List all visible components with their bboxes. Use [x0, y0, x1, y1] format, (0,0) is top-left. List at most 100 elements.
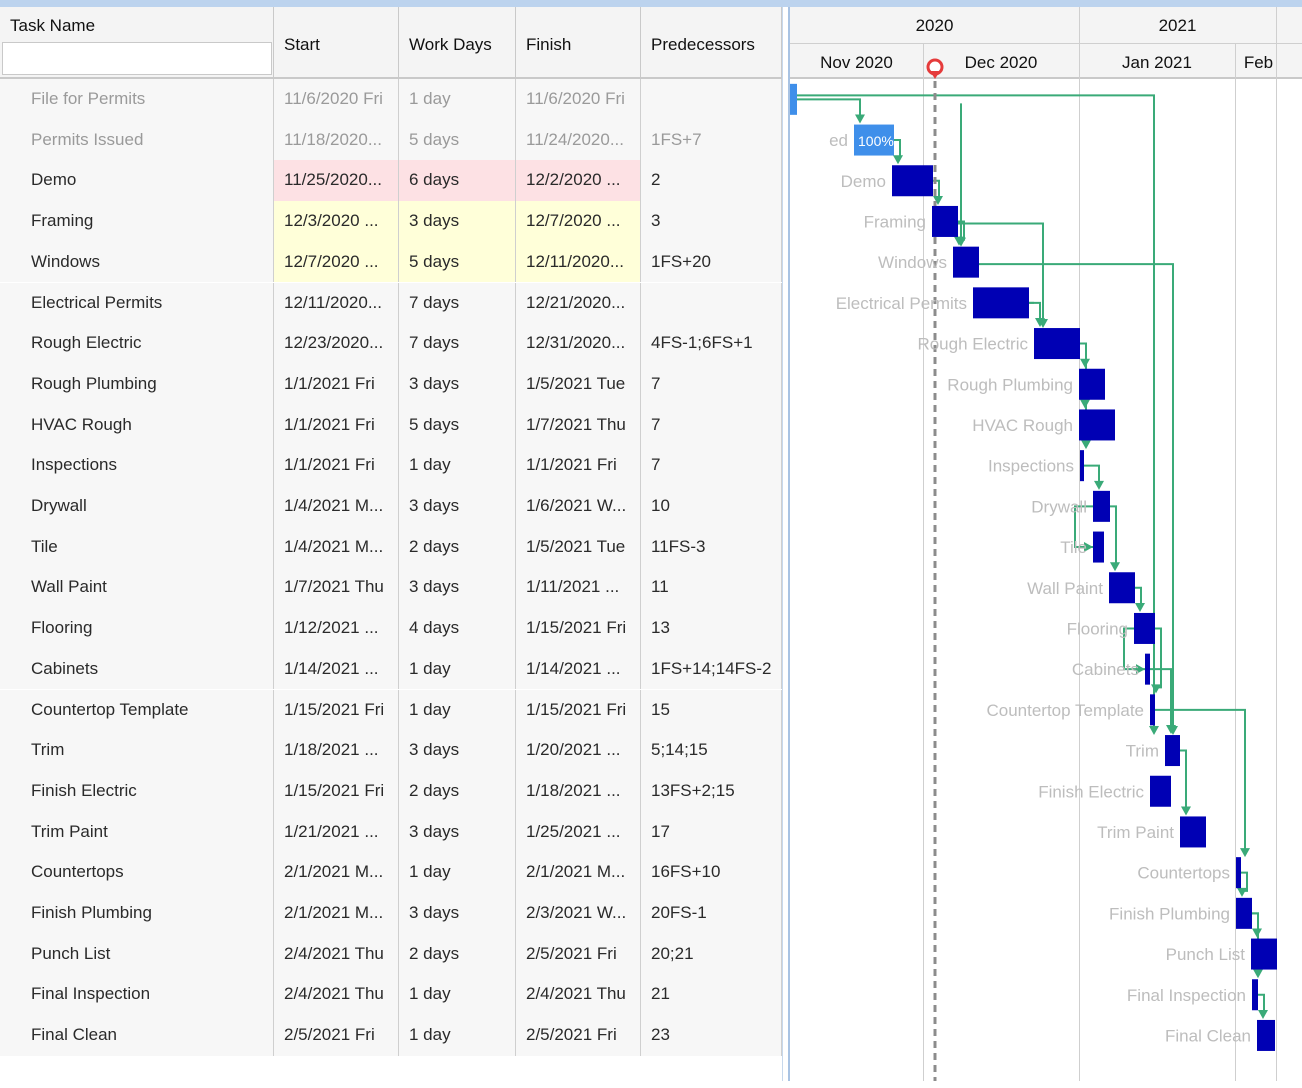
- task-name-cell[interactable]: Countertop Template: [0, 689, 274, 731]
- work-days-cell[interactable]: 2 days: [399, 770, 516, 812]
- finish-cell[interactable]: 1/25/2021 ...: [516, 811, 641, 853]
- table-row[interactable]: Drywall 1/4/2021 M... 3 days 1/6/2021 W... 1…: [0, 486, 782, 527]
- finish-cell[interactable]: 12/7/2020 ...: [516, 201, 641, 242]
- table-row[interactable]: Cabinets 1/14/2021 ... 1 day 1/14/2021 ... 1…: [0, 648, 782, 690]
- start-cell[interactable]: 11/18/2020...: [274, 119, 399, 161]
- task-name-cell[interactable]: Permits Issued: [0, 119, 274, 161]
- start-cell[interactable]: 1/14/2021 ...: [274, 648, 399, 690]
- task-name-cell[interactable]: Countertops: [0, 852, 274, 893]
- table-row[interactable]: Permits Issued 11/18/2020... 5 days 11/24/2…: [0, 119, 782, 161]
- table-row[interactable]: Trim Paint 1/21/2021 ... 3 days 1/25/2021 .…: [0, 811, 782, 853]
- task-name-cell[interactable]: Rough Electric: [0, 323, 274, 364]
- column-header-task-name[interactable]: Task Name: [0, 7, 274, 79]
- work-days-cell[interactable]: 3 days: [399, 363, 516, 405]
- start-cell[interactable]: 12/11/2020...: [274, 282, 399, 324]
- predecessors-cell[interactable]: 1FS+20: [641, 241, 782, 283]
- finish-cell[interactable]: 1/15/2021 Fri: [516, 608, 641, 649]
- work-days-cell[interactable]: 3 days: [399, 567, 516, 609]
- table-row[interactable]: Finish Plumbing 2/1/2021 M... 3 days 2/3/20…: [0, 893, 782, 934]
- table-row[interactable]: Trim 1/18/2021 ... 3 days 1/20/2021 ... 5;14…: [0, 730, 782, 771]
- predecessors-cell[interactable]: 5;14;15: [641, 730, 782, 771]
- task-name-cell[interactable]: Tile: [0, 526, 274, 568]
- column-header-start[interactable]: Start: [274, 7, 399, 79]
- table-row[interactable]: Tile 1/4/2021 M... 2 days 1/5/2021 Tue 11FS-…: [0, 526, 782, 568]
- finish-cell[interactable]: 1/5/2021 Tue: [516, 526, 641, 568]
- work-days-cell[interactable]: 7 days: [399, 323, 516, 364]
- predecessors-cell[interactable]: 20FS-1: [641, 893, 782, 934]
- table-row[interactable]: Demo 11/25/2020... 6 days 12/2/2020 ... 2: [0, 160, 782, 202]
- work-days-cell[interactable]: 5 days: [399, 241, 516, 283]
- finish-cell[interactable]: 12/31/2020...: [516, 323, 641, 364]
- table-row[interactable]: Final Clean 2/5/2021 Fri 1 day 2/5/2021 Fri…: [0, 1015, 782, 1056]
- finish-cell[interactable]: 1/14/2021 ...: [516, 648, 641, 690]
- column-header-work-days[interactable]: Work Days: [399, 7, 516, 79]
- start-cell[interactable]: 11/6/2020 Fri: [274, 79, 399, 120]
- task-name-cell[interactable]: File for Permits: [0, 79, 274, 120]
- work-days-cell[interactable]: 1 day: [399, 648, 516, 690]
- start-cell[interactable]: 1/21/2021 ...: [274, 811, 399, 853]
- finish-cell[interactable]: 2/5/2021 Fri: [516, 933, 641, 975]
- table-row[interactable]: Rough Electric 12/23/2020... 7 days 12/31/2…: [0, 323, 782, 364]
- finish-cell[interactable]: 1/6/2021 W...: [516, 486, 641, 527]
- predecessors-cell[interactable]: 2: [641, 160, 782, 202]
- table-row[interactable]: Framing 12/3/2020 ... 3 days 12/7/2020 ... 3: [0, 201, 782, 242]
- task-name-cell[interactable]: HVAC Rough: [0, 404, 274, 446]
- table-row[interactable]: HVAC Rough 1/1/2021 Fri 5 days 1/7/2021 Thu…: [0, 404, 782, 446]
- table-row[interactable]: Electrical Permits 12/11/2020... 7 days 12/…: [0, 282, 782, 324]
- task-name-cell[interactable]: Windows: [0, 241, 274, 283]
- start-cell[interactable]: 1/15/2021 Fri: [274, 689, 399, 731]
- start-cell[interactable]: 1/7/2021 Thu: [274, 567, 399, 609]
- table-row[interactable]: Countertops 2/1/2021 M... 1 day 2/1/2021 M.…: [0, 852, 782, 893]
- task-name-cell[interactable]: Demo: [0, 160, 274, 202]
- task-name-filter-input[interactable]: [2, 42, 272, 75]
- start-cell[interactable]: 2/4/2021 Thu: [274, 933, 399, 975]
- finish-cell[interactable]: 12/11/2020...: [516, 241, 641, 283]
- predecessors-cell[interactable]: 15: [641, 689, 782, 731]
- predecessors-cell[interactable]: 11: [641, 567, 782, 609]
- task-name-cell[interactable]: Drywall: [0, 486, 274, 527]
- start-cell[interactable]: 12/3/2020 ...: [274, 201, 399, 242]
- table-row[interactable]: File for Permits 11/6/2020 Fri 1 day 11/6/2…: [0, 79, 782, 120]
- finish-cell[interactable]: 2/3/2021 W...: [516, 893, 641, 934]
- work-days-cell[interactable]: 1 day: [399, 79, 516, 120]
- task-name-cell[interactable]: Cabinets: [0, 648, 274, 690]
- work-days-cell[interactable]: 3 days: [399, 486, 516, 527]
- finish-cell[interactable]: 1/15/2021 Fri: [516, 689, 641, 731]
- table-row[interactable]: Wall Paint 1/7/2021 Thu 3 days 1/11/2021 ..…: [0, 567, 782, 609]
- task-name-cell[interactable]: Wall Paint: [0, 567, 274, 609]
- finish-cell[interactable]: 1/20/2021 ...: [516, 730, 641, 771]
- table-row[interactable]: Final Inspection 2/4/2021 Thu 1 day 2/4/202…: [0, 974, 782, 1016]
- predecessors-cell[interactable]: 23: [641, 1015, 782, 1056]
- task-name-cell[interactable]: Trim: [0, 730, 274, 771]
- predecessors-cell[interactable]: 17: [641, 811, 782, 853]
- task-name-cell[interactable]: Punch List: [0, 933, 274, 975]
- finish-cell[interactable]: 11/24/2020...: [516, 119, 641, 161]
- predecessors-cell[interactable]: 11FS-3: [641, 526, 782, 568]
- task-name-cell[interactable]: Trim Paint: [0, 811, 274, 853]
- work-days-cell[interactable]: 2 days: [399, 933, 516, 975]
- work-days-cell[interactable]: 3 days: [399, 893, 516, 934]
- finish-cell[interactable]: 1/1/2021 Fri: [516, 445, 641, 486]
- work-days-cell[interactable]: 1 day: [399, 689, 516, 731]
- predecessors-cell[interactable]: 7: [641, 404, 782, 446]
- work-days-cell[interactable]: 2 days: [399, 526, 516, 568]
- predecessors-cell[interactable]: 10: [641, 486, 782, 527]
- predecessors-cell[interactable]: 4FS-1;6FS+1: [641, 323, 782, 364]
- column-header-finish[interactable]: Finish: [516, 7, 641, 79]
- table-row[interactable]: Inspections 1/1/2021 Fri 1 day 1/1/2021 Fri…: [0, 445, 782, 486]
- column-header-predecessors[interactable]: Predecessors: [641, 7, 782, 79]
- task-name-cell[interactable]: Finish Plumbing: [0, 893, 274, 934]
- finish-cell[interactable]: 12/21/2020...: [516, 282, 641, 324]
- predecessors-cell[interactable]: [641, 79, 782, 120]
- finish-cell[interactable]: 1/5/2021 Tue: [516, 363, 641, 405]
- finish-cell[interactable]: 1/11/2021 ...: [516, 567, 641, 609]
- start-cell[interactable]: 1/1/2021 Fri: [274, 363, 399, 405]
- predecessors-cell[interactable]: 13FS+2;15: [641, 770, 782, 812]
- work-days-cell[interactable]: 7 days: [399, 282, 516, 324]
- table-row[interactable]: Rough Plumbing 1/1/2021 Fri 3 days 1/5/2021…: [0, 363, 782, 405]
- task-name-cell[interactable]: Inspections: [0, 445, 274, 486]
- start-cell[interactable]: 1/12/2021 ...: [274, 608, 399, 649]
- start-cell[interactable]: 1/1/2021 Fri: [274, 445, 399, 486]
- start-cell[interactable]: 1/18/2021 ...: [274, 730, 399, 771]
- finish-cell[interactable]: 2/1/2021 M...: [516, 852, 641, 893]
